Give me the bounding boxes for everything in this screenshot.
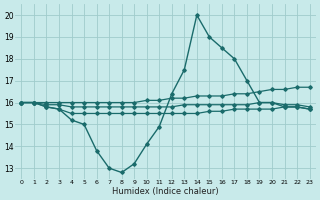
- X-axis label: Humidex (Indice chaleur): Humidex (Indice chaleur): [112, 187, 219, 196]
